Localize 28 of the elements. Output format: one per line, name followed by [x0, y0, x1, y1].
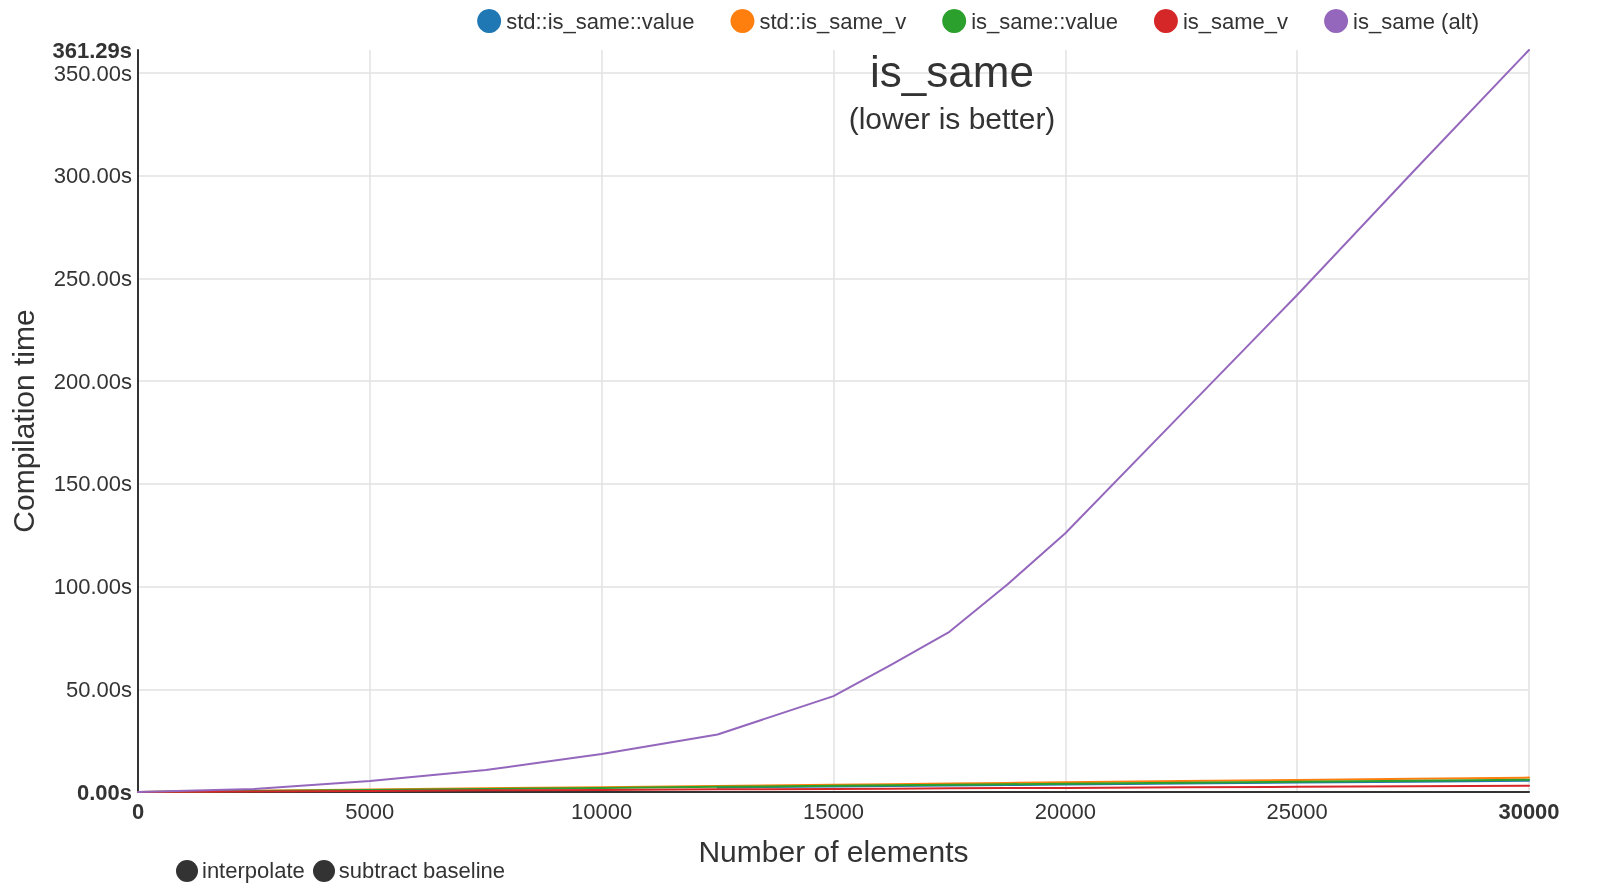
legend-label: is_same (alt)	[1353, 8, 1479, 34]
y-tick-label: 361.29s	[52, 37, 132, 63]
text: subtract baseline	[338, 858, 506, 884]
line-series	[137, 49, 1530, 793]
x-tick-label: 10000	[571, 798, 633, 824]
text: (lower is better)	[848, 101, 1056, 135]
legend-label: is_same_v	[1182, 8, 1289, 34]
x-axis-title: Number of elements	[698, 834, 969, 868]
y-tick-label: 350.00s	[53, 60, 132, 86]
x-tick-label: 30000	[1498, 798, 1560, 824]
y-tick-label: 250.00s	[53, 266, 132, 292]
chart-title: is_same	[870, 46, 1034, 96]
x-tick-label: 20000	[1034, 798, 1096, 824]
y-tick-label: 0.00s	[76, 779, 132, 805]
x-tick-label: 25000	[1266, 798, 1328, 824]
legend-label: is_same::value	[971, 8, 1118, 34]
y-tick-label: 200.00s	[53, 368, 132, 394]
y-tick-label: 150.00s	[53, 471, 132, 497]
y-tick-label: 50.00s	[65, 676, 132, 702]
legend-label: std::is_same_v	[759, 8, 907, 34]
x-tick-label: 15000	[802, 798, 865, 824]
y-axis-title: Compilation time	[6, 309, 40, 533]
x-tick-label: 5000	[345, 798, 395, 824]
legend-label: std::is_same::value	[506, 8, 695, 34]
y-tick-label: 100.00s	[53, 574, 132, 600]
x-tick-label: 0	[131, 798, 145, 824]
y-tick-label: 300.00s	[53, 163, 132, 189]
text: interpolate	[202, 858, 305, 884]
